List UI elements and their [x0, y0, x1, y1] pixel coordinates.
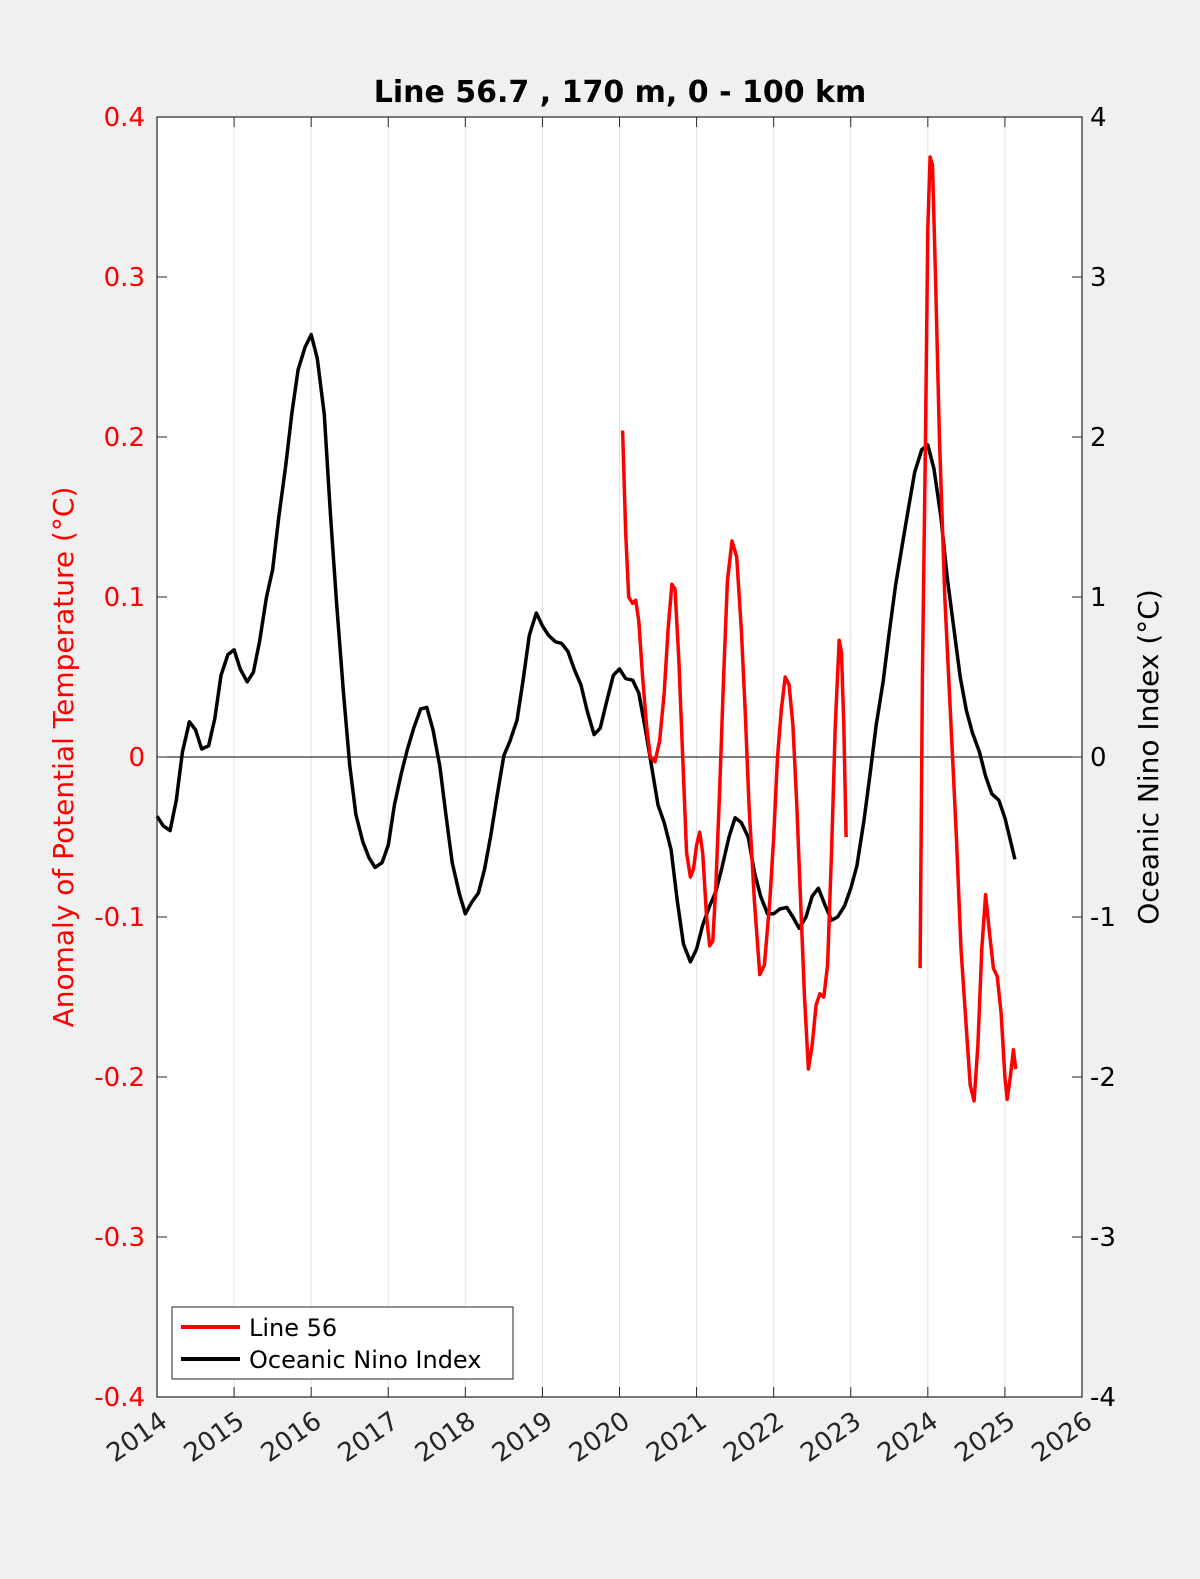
legend: Line 56 Oceanic Nino Index	[171, 1306, 514, 1380]
x-tick-label: 2015	[179, 1406, 250, 1469]
x-tick-label: 2017	[333, 1406, 404, 1469]
y-left-tick-label: 0.2	[104, 423, 145, 453]
x-tick-label: 2026	[1027, 1406, 1098, 1469]
y-right-tick-label: 3	[1090, 263, 1107, 293]
y-left-tick-label: 0.1	[104, 583, 145, 613]
y-right-tick-label: -1	[1090, 903, 1116, 933]
series-line-line56-segment-2	[918, 155, 1018, 1103]
y-right-tick-label: -4	[1090, 1383, 1116, 1413]
y-axis-right-label: Oceanic Nino Index (°C)	[1132, 589, 1165, 925]
x-tick-label: 2021	[641, 1406, 712, 1469]
y-right-tick-label: 1	[1090, 583, 1107, 613]
y-left-tick-label: 0	[128, 743, 145, 773]
y-right-tick-label: 0	[1090, 743, 1107, 773]
x-tick-label: 2018	[410, 1406, 481, 1469]
x-tick-label: 2022	[718, 1406, 789, 1469]
legend-label-oni: Oceanic Nino Index	[249, 1346, 481, 1374]
series-layer	[155, 155, 1018, 1103]
y-left-tick-label: -0.4	[94, 1383, 145, 1413]
x-tick-label: 2019	[487, 1406, 558, 1469]
y-left-tick-label: -0.3	[94, 1223, 145, 1253]
y-right-tick-label: -3	[1090, 1223, 1116, 1253]
y-left-tick-label: -0.2	[94, 1063, 145, 1093]
y-axis-left-label: Anomaly of Potential Temperature (°C)	[47, 487, 80, 1028]
y-right-tick-label: -2	[1090, 1063, 1116, 1093]
chart-title: Line 56.7 , 170 m, 0 - 100 km	[374, 75, 867, 110]
y-left-tick-label: -0.1	[94, 903, 145, 933]
x-tick-label: 2024	[872, 1406, 943, 1469]
x-tick-label: 2016	[256, 1406, 327, 1469]
x-tick-label: 2025	[950, 1406, 1021, 1469]
y-left-tick-label: 0.4	[104, 103, 145, 133]
series-line-oceanic-nino-index	[155, 332, 1017, 964]
x-tick-label: 2023	[795, 1406, 866, 1469]
y-right-tick-label: 4	[1090, 103, 1107, 133]
x-tick-label: 2020	[564, 1406, 635, 1469]
series-line-line56-segment-1	[620, 430, 848, 1071]
legend-box	[171, 1306, 514, 1380]
x-tick-label: 2014	[102, 1406, 173, 1469]
legend-label-line56: Line 56	[249, 1314, 337, 1342]
y-right-tick-label: 2	[1090, 423, 1107, 453]
y-left-tick-label: 0.3	[104, 263, 145, 293]
